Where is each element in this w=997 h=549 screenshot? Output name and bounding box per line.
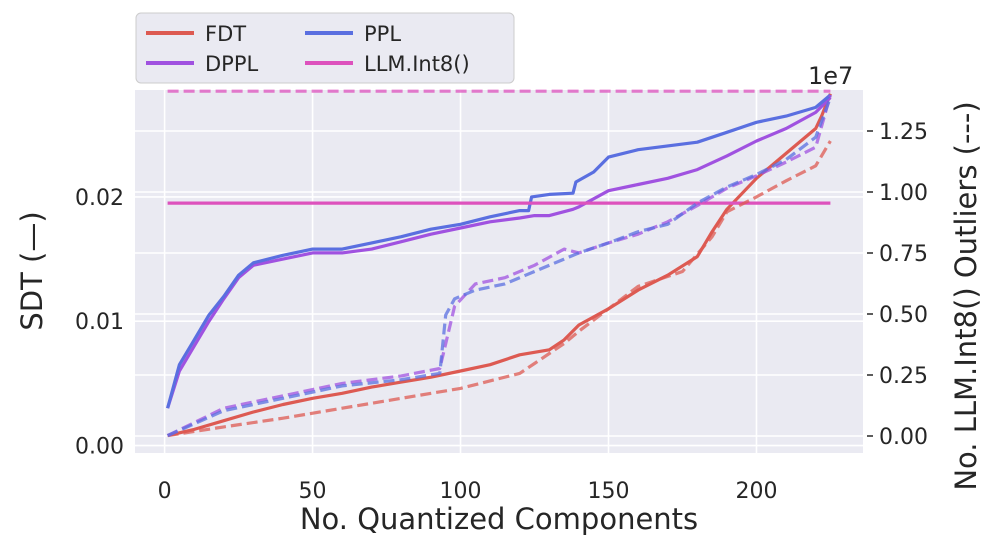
series-line-fdt-outliers [167, 140, 832, 438]
y2-offset-text: 1e7 [808, 62, 853, 90]
y2-tick-label: 0.75 [879, 242, 928, 267]
x-tick-label: 200 [735, 479, 777, 504]
series-line-ppl-outliers [166, 96, 832, 438]
y2-tick-label: 0.50 [879, 303, 928, 328]
x-tick-label: 0 [158, 479, 172, 504]
y2-axis-label: No. LLM.Int8() Outliers (---) [949, 101, 983, 490]
legend-label-dppl: DPPL [205, 52, 258, 76]
y2-ticks: 0.00 0.25 0.50 0.75 1.00 1.25 [867, 120, 928, 450]
y-tick-label: 0.02 [75, 186, 124, 211]
y2-tick-label: 0.25 [879, 364, 928, 389]
series-line-ppl [166, 93, 832, 409]
series-line-dppl-outliers [166, 94, 832, 438]
y-tick-label: 0.01 [75, 310, 124, 335]
x-tick-label: 50 [299, 479, 327, 504]
y-axis-label: SDT (—) [15, 211, 49, 330]
legend-label-fdt: FDT [205, 22, 246, 46]
legend-label-llm-int8: LLM.Int8() [364, 52, 470, 76]
y2-tick-label: 1.00 [879, 181, 928, 206]
series-layer [166, 89, 832, 438]
plot-area [135, 90, 863, 453]
y-ticks: 0.00 0.01 0.02 [75, 186, 124, 460]
legend-box [135, 12, 515, 84]
x-ticks: 0 50 100 150 200 [158, 479, 778, 504]
x-axis-label: No. Quantized Components [300, 502, 698, 536]
grid [135, 90, 863, 453]
legend: FDT DPPL PPL LLM.Int8() [135, 12, 515, 84]
y2-tick-label: 1.25 [879, 120, 928, 145]
series-line-fdt [167, 93, 832, 438]
x-tick-label: 150 [587, 479, 629, 504]
legend-label-ppl: PPL [364, 22, 401, 46]
x-tick-label: 100 [440, 479, 482, 504]
y2-tick-label: 0.00 [879, 425, 928, 450]
y-tick-label: 0.00 [75, 435, 124, 460]
